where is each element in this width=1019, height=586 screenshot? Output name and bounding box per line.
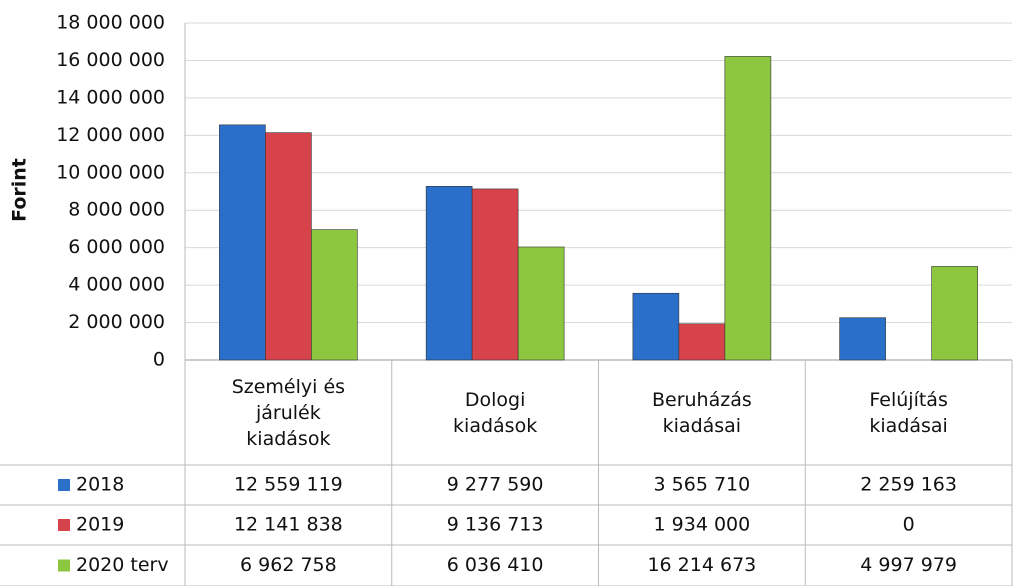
legend-swatch [58,519,70,531]
data-label: 6 962 758 [240,554,337,576]
y-tick-label: 6 000 000 [68,236,165,258]
x-tick-label: Felújítás kiadásai [869,388,948,437]
legend-label: 2019 [76,514,124,536]
data-label: 9 136 713 [447,514,544,536]
y-tick-label: 12 000 000 [56,124,165,146]
legend-swatch [58,479,70,491]
y-tick-label: 14 000 000 [56,86,165,108]
data-label: 9 277 590 [447,474,544,496]
data-label: 2 259 163 [860,474,957,496]
legend-label: 2020 terv [76,554,169,576]
bar [265,132,312,361]
y-tick-label: 18 000 000 [56,12,165,34]
y-axis-label: Forint [9,158,31,222]
data-label: 12 559 119 [234,474,343,496]
legend-swatch [58,559,70,572]
data-label: 16 214 673 [647,554,756,576]
bar [425,186,473,361]
x-tick-label: Személyi és járulék kiadások [231,375,346,450]
x-tick-label: Beruházás kiadásai [651,388,752,437]
data-label: 12 141 838 [234,514,343,536]
x-tick-label: Dologi kiadások [453,388,538,437]
bar [724,56,772,361]
data-label: 4 997 979 [860,554,957,576]
bar [517,246,565,361]
bar [931,266,978,361]
legend-label: 2018 [76,474,124,496]
y-tick-label: 16 000 000 [56,49,165,71]
y-tick-label: 4 000 000 [68,274,165,296]
y-tick-label: 2 000 000 [68,311,165,333]
data-label: 6 036 410 [447,554,544,576]
y-tick-label: 8 000 000 [68,199,165,221]
bar [219,124,266,361]
bar [839,317,886,361]
bar [471,188,519,361]
data-label: 3 565 710 [654,474,751,496]
bar [632,292,680,361]
data-label: 1 934 000 [654,514,751,536]
y-tick-label: 10 000 000 [56,161,165,183]
bar [311,229,358,361]
data-label: 0 [903,514,915,536]
y-tick-label: 0 [153,349,165,371]
bar [678,323,726,361]
